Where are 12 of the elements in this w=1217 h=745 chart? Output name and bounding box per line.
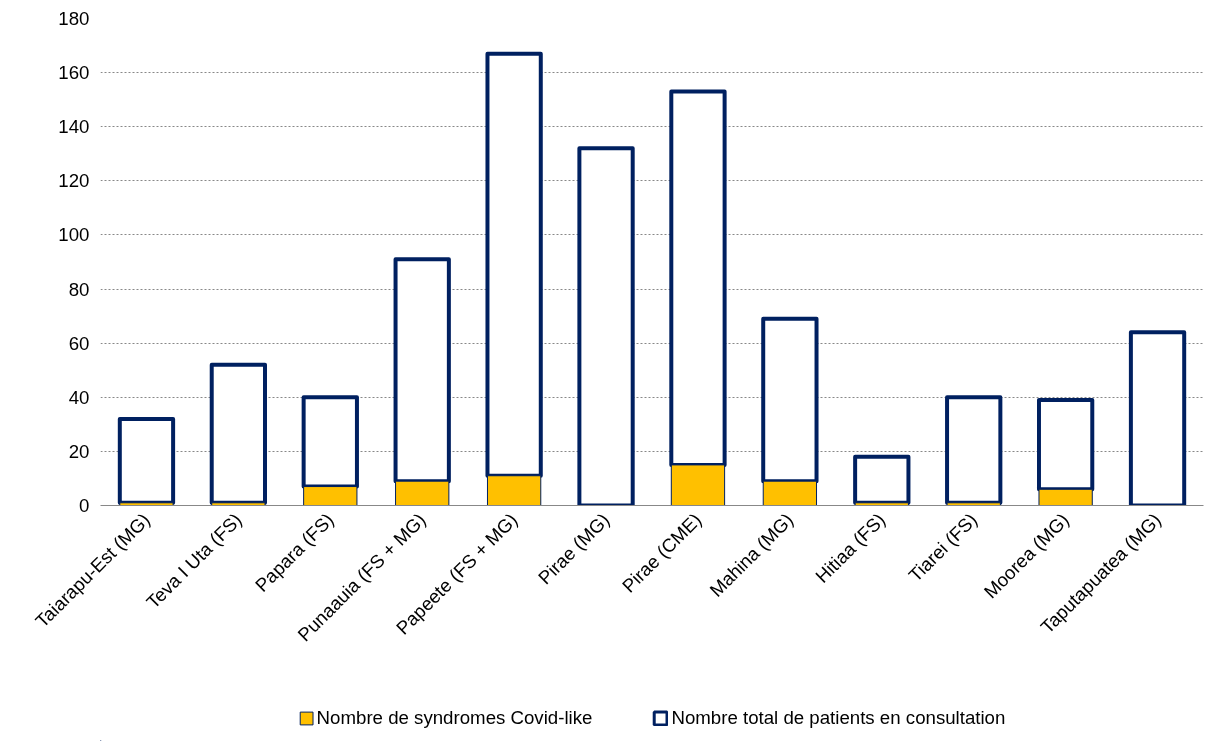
- y-tick-label: 0: [79, 495, 90, 516]
- y-tick-label: 180: [58, 8, 90, 29]
- y-tick-label: 100: [58, 224, 90, 246]
- y-tick-label: 140: [58, 116, 90, 138]
- y-tick-label: 40: [68, 386, 90, 408]
- y-tick-label: 20: [68, 440, 90, 462]
- y-tick-label: 60: [68, 332, 90, 354]
- y-tick-label: 120: [58, 170, 90, 192]
- legend-label: Nombre de syndromes Covid-like: [316, 707, 593, 729]
- y-tick-label: 160: [58, 62, 90, 84]
- legend-label: Nombre total de patients en consultation: [671, 707, 1006, 729]
- y-tick-label: 80: [68, 278, 90, 300]
